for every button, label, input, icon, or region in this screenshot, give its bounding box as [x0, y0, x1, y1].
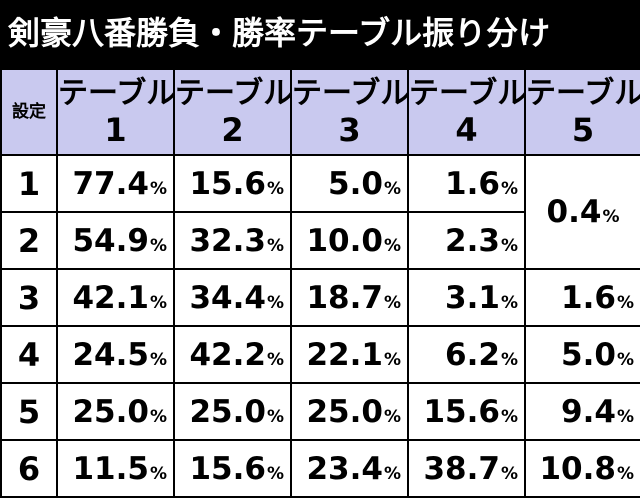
column-header-table-2: テーブル 2 [173, 68, 292, 156]
setting-label: 5 [0, 382, 58, 441]
column-header-table-3: テーブル 3 [290, 68, 409, 156]
rate-cell: 38.7% [407, 439, 526, 498]
setting-label: 1 [0, 154, 58, 213]
column-header-table-4: テーブル 4 [407, 68, 526, 156]
rate-cell: 42.1% [56, 268, 175, 327]
table-row: 5 25.0% 25.0% 25.0% 15.6% 9.4% [0, 382, 640, 441]
rate-cell: 25.0% [290, 382, 409, 441]
table-row: 2 54.9% 32.3% 10.0% 2.3% [0, 211, 640, 270]
rate-cell: 2.3% [407, 211, 526, 270]
rate-cell: 25.0% [173, 382, 292, 441]
setting-label: 6 [0, 439, 58, 498]
rate-cell: 1.6% [524, 268, 640, 327]
rate-cell: 32.3% [173, 211, 292, 270]
rate-cell: 77.4% [56, 154, 175, 213]
rate-cell: 5.0% [524, 325, 640, 384]
column-header-table-5: テーブル 5 [524, 68, 640, 156]
setting-label: 2 [0, 211, 58, 270]
setting-label: 3 [0, 268, 58, 327]
header-row: 設定 テーブル 1 テーブル 2 テーブル 3 テーブル 4 テーブル 5 [0, 68, 640, 156]
table-row: 4 24.5% 42.2% 22.1% 6.2% 5.0% [0, 325, 640, 384]
rate-cell: 22.1% [290, 325, 409, 384]
rate-cell: 5.0% [290, 154, 409, 213]
rate-cell: 42.2% [173, 325, 292, 384]
table-row: 6 11.5% 15.6% 23.4% 38.7% 10.8% [0, 439, 640, 498]
rate-cell: 15.6% [407, 382, 526, 441]
rate-cell: 11.5% [56, 439, 175, 498]
rate-cell: 1.6% [407, 154, 526, 213]
rate-cell: 15.6% [173, 439, 292, 498]
setting-header: 設定 [0, 68, 58, 156]
rate-cell: 9.4% [524, 382, 640, 441]
win-rate-table: 設定 テーブル 1 テーブル 2 テーブル 3 テーブル 4 テーブル 5 1 77.4%… [0, 68, 640, 498]
table-row: 1 77.4% 15.6% 5.0% 1.6% 0.4% [0, 154, 640, 270]
page-title: 剣豪八番勝負・勝率テーブル振り分け [0, 0, 640, 68]
rate-cell: 10.8% [524, 439, 640, 498]
rate-cell: 10.0% [290, 211, 409, 270]
rate-cell: 54.9% [56, 211, 175, 270]
rate-cell: 18.7% [290, 268, 409, 327]
rate-cell: 15.6% [173, 154, 292, 213]
rate-cell: 23.4% [290, 439, 409, 498]
rate-cell: 6.2% [407, 325, 526, 384]
rate-cell: 25.0% [56, 382, 175, 441]
rate-cell-merged: 0.4% [524, 154, 640, 270]
table-row: 3 42.1% 34.4% 18.7% 3.1% 1.6% [0, 268, 640, 327]
setting-label: 4 [0, 325, 58, 384]
rate-cell: 34.4% [173, 268, 292, 327]
column-header-table-1: テーブル 1 [56, 68, 175, 156]
rate-cell: 24.5% [56, 325, 175, 384]
rate-cell: 3.1% [407, 268, 526, 327]
